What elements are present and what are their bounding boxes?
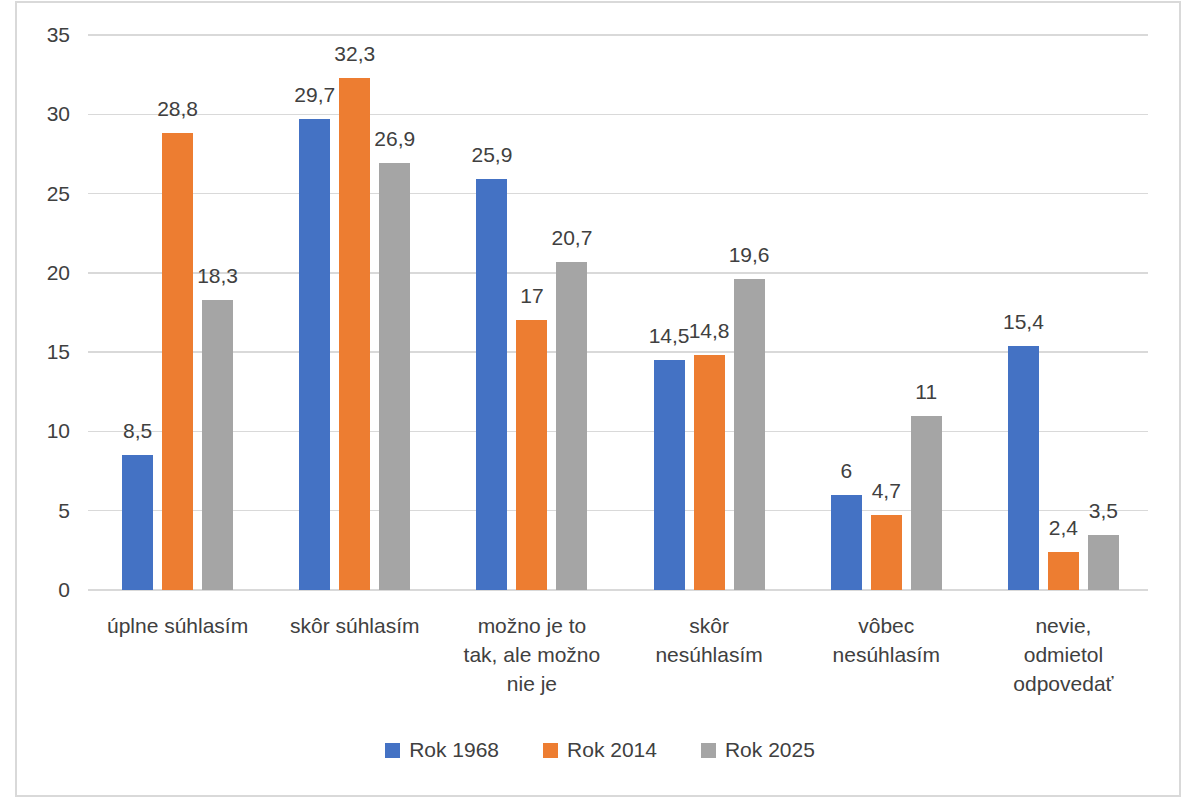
bar-rok-1968 bbox=[122, 455, 153, 590]
bar-chart: 0 5 10 15 20 25 30 35 8,5 29,7 25,9 14,5 6 15,4 28,8 32… bbox=[0, 0, 1200, 800]
value-label: 4,7 bbox=[872, 478, 901, 504]
value-label: 11 bbox=[915, 379, 937, 405]
bar-rok-2025 bbox=[379, 163, 410, 590]
category-label-line: odmietol bbox=[973, 640, 1153, 669]
bar-rok-1968 bbox=[654, 360, 685, 590]
legend-item: Rok 2014 bbox=[543, 738, 657, 762]
category-label-line: nevie, bbox=[973, 611, 1153, 640]
y-axis-tick-label: 20 bbox=[18, 260, 70, 286]
bar-rok-2025 bbox=[734, 279, 765, 590]
legend-swatch-icon bbox=[385, 743, 400, 758]
category-label-line: možno je to bbox=[442, 611, 622, 640]
category-label-line: odpovedať bbox=[973, 669, 1153, 698]
bar-rok-2014 bbox=[162, 133, 193, 590]
gridline bbox=[88, 431, 1148, 433]
legend-swatch-icon bbox=[543, 743, 558, 758]
category-label: vôbecnesúhlasím bbox=[796, 611, 976, 669]
y-axis-tick-label: 25 bbox=[18, 181, 70, 207]
bar-rok-1968 bbox=[831, 495, 862, 590]
value-label: 26,9 bbox=[374, 126, 415, 152]
gridline bbox=[88, 351, 1148, 353]
legend-item: Rok 2025 bbox=[701, 738, 815, 762]
value-label: 20,7 bbox=[551, 225, 592, 251]
bar-rok-2014 bbox=[339, 78, 370, 590]
legend-label: Rok 2025 bbox=[725, 738, 815, 762]
bar-rok-2014 bbox=[871, 515, 902, 590]
category-label-line: vôbec bbox=[796, 611, 976, 640]
value-label: 2,4 bbox=[1049, 515, 1078, 541]
category-label-line: nie je bbox=[442, 669, 622, 698]
value-label: 32,3 bbox=[334, 41, 375, 67]
bar-rok-2025 bbox=[202, 300, 233, 590]
value-label: 18,3 bbox=[197, 263, 238, 289]
bar-rok-2025 bbox=[911, 416, 942, 590]
legend-item: Rok 1968 bbox=[385, 738, 499, 762]
gridline bbox=[88, 589, 1148, 591]
value-label: 8,5 bbox=[123, 418, 152, 444]
value-label: 25,9 bbox=[471, 142, 512, 168]
legend-label: Rok 1968 bbox=[409, 738, 499, 762]
bar-rok-2025 bbox=[556, 262, 587, 590]
gridline bbox=[88, 510, 1148, 512]
bar-rok-2014 bbox=[694, 355, 725, 590]
category-label: možno je totak, ale možnonie je bbox=[442, 611, 622, 698]
bar-rok-1968 bbox=[299, 119, 330, 590]
category-label: skôr súhlasím bbox=[265, 611, 445, 640]
category-label: úplne súhlasím bbox=[88, 611, 268, 640]
y-axis-tick-label: 5 bbox=[18, 498, 70, 524]
value-label: 15,4 bbox=[1003, 309, 1044, 335]
value-label: 6 bbox=[840, 458, 852, 484]
value-label: 29,7 bbox=[294, 82, 335, 108]
bar-rok-2025 bbox=[1088, 535, 1119, 591]
legend-swatch-icon bbox=[701, 743, 716, 758]
gridline bbox=[88, 193, 1148, 195]
category-label-line: nesúhlasím bbox=[796, 640, 976, 669]
value-label: 19,6 bbox=[729, 242, 770, 268]
bar-rok-1968 bbox=[1008, 346, 1039, 590]
category-label-line: úplne súhlasím bbox=[88, 611, 268, 640]
y-axis-tick-label: 10 bbox=[18, 418, 70, 444]
gridline bbox=[88, 34, 1148, 36]
value-label: 17 bbox=[520, 283, 543, 309]
category-label-line: tak, ale možno bbox=[442, 640, 622, 669]
category-label-line: nesúhlasím bbox=[619, 640, 799, 669]
category-label-line: skôr bbox=[619, 611, 799, 640]
y-axis-tick-label: 35 bbox=[18, 22, 70, 48]
y-axis-tick-label: 0 bbox=[18, 577, 70, 603]
category-label: skôrnesúhlasím bbox=[619, 611, 799, 669]
value-label: 3,5 bbox=[1089, 498, 1118, 524]
category-label-line: skôr súhlasím bbox=[265, 611, 445, 640]
value-label: 28,8 bbox=[157, 96, 198, 122]
y-axis-tick-label: 15 bbox=[18, 339, 70, 365]
value-label: 14,5 bbox=[649, 323, 690, 349]
bar-rok-2014 bbox=[516, 320, 547, 590]
y-axis-tick-label: 30 bbox=[18, 101, 70, 127]
value-label: 14,8 bbox=[689, 318, 730, 344]
gridline bbox=[88, 272, 1148, 274]
chart-legend: Rok 1968 Rok 2014 Rok 2025 bbox=[0, 738, 1200, 762]
bar-rok-2014 bbox=[1048, 552, 1079, 590]
category-label: nevie,odmietolodpovedať bbox=[973, 611, 1153, 698]
gridline bbox=[88, 114, 1148, 116]
bar-rok-1968 bbox=[476, 179, 507, 590]
legend-label: Rok 2014 bbox=[567, 738, 657, 762]
